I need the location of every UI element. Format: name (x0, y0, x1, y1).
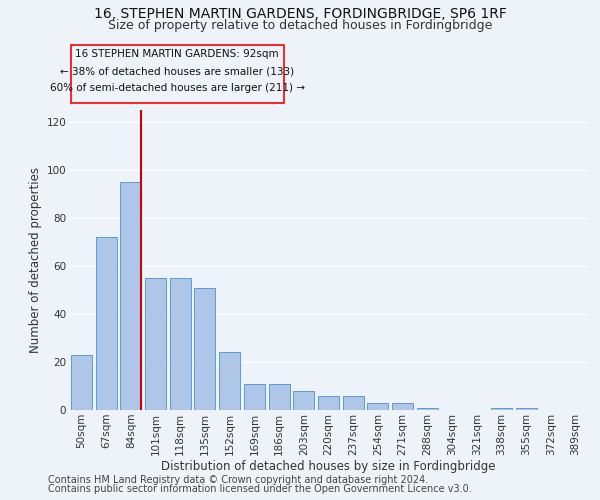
Bar (417, 408, 438, 410)
Bar (219, 352, 240, 410)
Bar (194, 288, 215, 410)
Text: Size of property relative to detached houses in Fordingbridge: Size of property relative to detached ho… (108, 19, 492, 32)
Text: 16 STEPHEN MARTIN GARDENS: 92sqm: 16 STEPHEN MARTIN GARDENS: 92sqm (76, 49, 279, 59)
Bar (170, 278, 191, 410)
Text: Contains HM Land Registry data © Crown copyright and database right 2024.: Contains HM Land Registry data © Crown c… (48, 475, 428, 485)
Bar (293, 391, 314, 410)
Bar (392, 403, 413, 410)
Bar (120, 182, 141, 410)
Bar (269, 384, 290, 410)
Bar (343, 396, 364, 410)
Bar (95, 237, 116, 410)
Bar (491, 408, 512, 410)
X-axis label: Distribution of detached houses by size in Fordingbridge: Distribution of detached houses by size … (161, 460, 496, 473)
Bar (516, 408, 537, 410)
Text: Contains public sector information licensed under the Open Government Licence v3: Contains public sector information licen… (48, 484, 472, 494)
Bar (145, 278, 166, 410)
Bar (71, 355, 92, 410)
Bar (244, 384, 265, 410)
Text: ← 38% of detached houses are smaller (133): ← 38% of detached houses are smaller (13… (60, 66, 295, 76)
Text: 60% of semi-detached houses are larger (211) →: 60% of semi-detached houses are larger (… (50, 83, 305, 93)
Y-axis label: Number of detached properties: Number of detached properties (29, 167, 43, 353)
Bar (318, 396, 339, 410)
Text: 16, STEPHEN MARTIN GARDENS, FORDINGBRIDGE, SP6 1RF: 16, STEPHEN MARTIN GARDENS, FORDINGBRIDG… (94, 8, 506, 22)
Bar (367, 403, 388, 410)
